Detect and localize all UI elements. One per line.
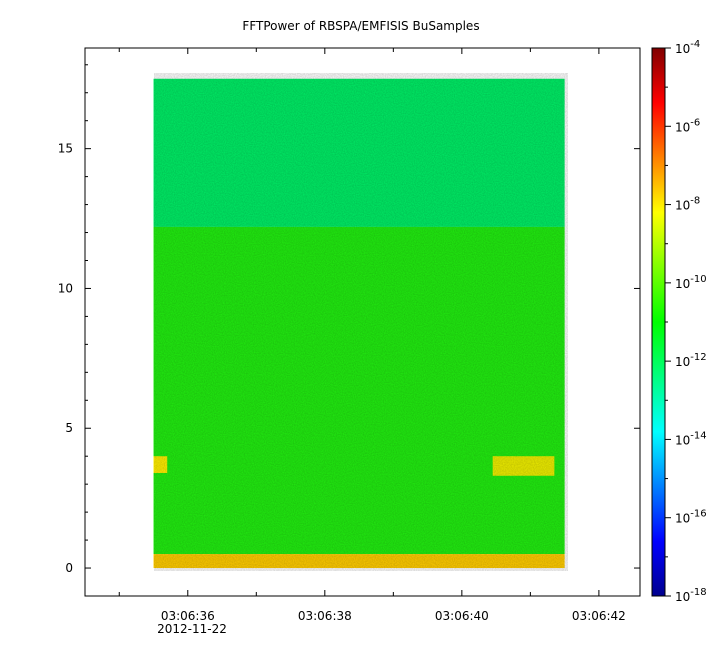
x-tick-label: 03:06:40 xyxy=(435,609,489,623)
x-tick-label: 03:06:42 xyxy=(572,609,626,623)
y-tick-label: 5 xyxy=(65,421,73,435)
y-tick-label: 0 xyxy=(65,561,73,575)
colorbar-tick-label: 10-14 xyxy=(675,430,707,447)
y-tick-label: 15 xyxy=(58,142,73,156)
y-axis: 0 5 10 15 xyxy=(58,64,640,575)
colorbar-tick-label: 10-18 xyxy=(675,587,707,604)
colorbar-tick-label: 10-16 xyxy=(675,509,707,526)
x-tick-label: 03:06:38 xyxy=(298,609,352,623)
x-date-label: 2012-11-22 xyxy=(157,622,227,636)
colorbar-axis: 10-18 10-16 10-14 10-12 10-10 10-8 10-6 10-4 xyxy=(665,39,707,604)
colorbar-tick-label: 10-8 xyxy=(675,196,700,213)
colorbar xyxy=(651,47,666,597)
y-tick-label: 10 xyxy=(58,281,73,295)
colorbar-tick-label: 10-6 xyxy=(675,117,700,134)
noise-texture xyxy=(154,73,568,571)
colorbar-tick-label: 10-10 xyxy=(675,274,707,291)
colorbar-tick-label: 10-12 xyxy=(675,352,707,369)
x-tick-label: 03:06:36 xyxy=(161,609,215,623)
x-axis: 03:06:36 03:06:38 03:06:40 03:06:42 xyxy=(118,48,626,623)
colorbar-tick-label: 10-4 xyxy=(675,39,700,56)
chart-title: FFTPower of RBSPA/EMFISIS BuSamples xyxy=(242,19,479,33)
